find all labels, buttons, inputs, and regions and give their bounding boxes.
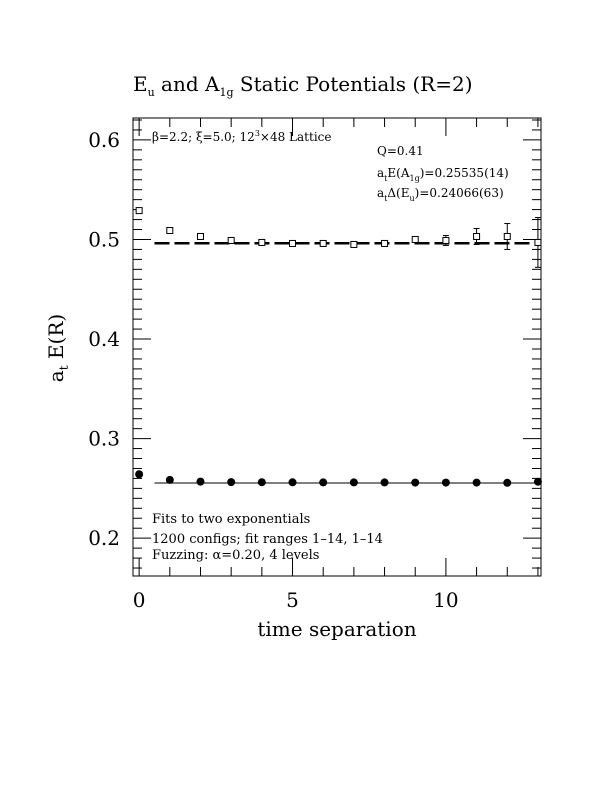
fits-annotation: Fits to two exponentials — [152, 512, 310, 527]
q-annotation: Q=0.41 — [377, 144, 424, 158]
title-part: E — [133, 72, 148, 96]
data-point-ground — [411, 478, 420, 487]
y-label-part: E(R) — [44, 314, 68, 366]
lattice-tail: ×48 Lattice — [260, 130, 332, 144]
delta-pre-sub: t — [384, 194, 388, 203]
lattice-xi: ξ=5.0; 12 — [196, 130, 255, 144]
data-point-excited — [319, 239, 327, 247]
delta-mid: Δ(E — [387, 186, 409, 200]
delta-eu-annotation: atΔ(Eu)=0.24066(63) — [377, 186, 504, 203]
chart-title: Eu and A1g Static Potentials (R=2) — [133, 72, 473, 99]
title-subscript: 1g — [219, 86, 233, 99]
tick-labels: 0 5 10 0.2 0.3 0.4 0.5 0.6 — [88, 128, 458, 612]
data-point-ground — [288, 478, 297, 487]
data-point-ground — [380, 478, 389, 487]
energy-mid-sub: 1g — [409, 174, 419, 183]
data-point-ground — [533, 477, 542, 486]
energy-a1g-annotation: atE(A1g)=0.25535(14) — [377, 166, 509, 183]
title-subscript: u — [148, 86, 155, 99]
energy-pre: a — [377, 166, 384, 180]
y-tick-label: 0.3 — [88, 427, 120, 451]
data-point-ground — [135, 470, 144, 479]
energy-pre-sub: t — [384, 174, 388, 183]
data-points — [135, 207, 542, 487]
delta-tail: )=0.24066(63) — [415, 186, 504, 200]
energy-mid: E(A — [387, 166, 409, 180]
configs-annotation: 1200 configs; fit ranges 1–14, 1–14 — [152, 532, 383, 547]
data-point-ground — [503, 478, 512, 487]
data-point-ground — [349, 478, 358, 487]
data-point-ground — [196, 477, 205, 486]
data-point-excited — [442, 236, 450, 244]
title-part: Static Potentials (R=2) — [234, 72, 473, 96]
delta-pre: a — [377, 186, 384, 200]
data-point-ground — [472, 478, 481, 487]
lattice-beta: β=2.2; — [152, 130, 196, 144]
data-point-excited — [503, 232, 511, 240]
data-point-ground — [319, 478, 328, 487]
plot-border — [132, 117, 542, 577]
x-tick-label: 10 — [433, 588, 458, 612]
x-tick-label: 5 — [286, 588, 299, 612]
y-tick-label: 0.2 — [88, 526, 120, 550]
data-point-excited — [135, 207, 143, 215]
lattice-cube: 3 — [255, 129, 260, 138]
y-label-subscript: t — [57, 365, 71, 370]
data-point-excited — [196, 232, 204, 240]
axis-ticks — [133, 118, 541, 576]
y-tick-label: 0.5 — [88, 227, 120, 251]
data-point-ground — [257, 478, 266, 487]
x-tick-label: 0 — [133, 588, 146, 612]
y-tick-label: 0.4 — [88, 327, 120, 351]
data-point-excited — [258, 238, 266, 246]
data-point-excited — [350, 240, 358, 248]
data-point-excited — [534, 238, 542, 246]
plot-frame — [132, 117, 542, 577]
data-point-excited — [381, 239, 389, 247]
title-part: and A — [155, 72, 220, 96]
lattice-annotation: β=2.2; ξ=5.0; 123×48 Lattice — [152, 129, 331, 144]
data-point-excited — [289, 239, 297, 247]
data-point-excited — [227, 236, 235, 244]
x-axis-label: time separation — [257, 617, 416, 641]
data-point-excited — [411, 235, 419, 243]
data-point-excited — [473, 232, 481, 240]
y-tick-label: 0.6 — [88, 128, 120, 152]
data-point-ground — [227, 478, 236, 487]
energy-tail: )=0.25535(14) — [420, 166, 509, 180]
fit-lines — [154, 242, 541, 484]
y-label-part: a — [44, 370, 68, 382]
fuzzing-annotation: Fuzzing: α=0.20, 4 levels — [152, 548, 319, 563]
data-point-ground — [165, 475, 174, 484]
data-point-ground — [441, 478, 450, 487]
data-point-excited — [166, 227, 174, 235]
y-axis-label: at E(R) — [44, 314, 71, 382]
delta-mid-sub: u — [409, 194, 414, 203]
